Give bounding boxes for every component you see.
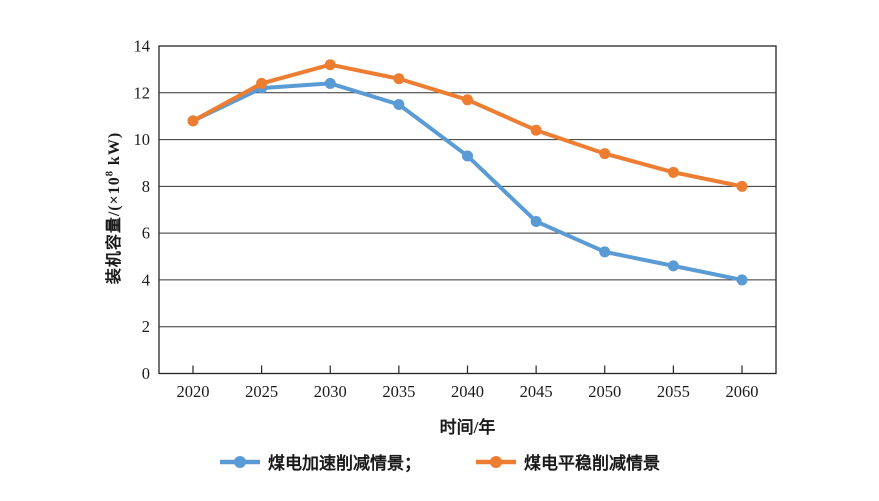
data-point-coal-steady-reduction — [393, 73, 405, 85]
data-point-coal-steady-reduction — [187, 115, 199, 127]
y-tick-label: 8 — [142, 177, 150, 196]
x-tick-label: 2020 — [177, 382, 210, 401]
y-tick-label: 14 — [134, 37, 151, 56]
data-point-coal-steady-reduction — [736, 180, 748, 192]
legend-label: 煤电平稳削减情景 — [524, 454, 660, 473]
y-tick-label: 0 — [142, 364, 150, 383]
data-point-coal-accelerated-reduction — [324, 77, 336, 89]
data-point-coal-steady-reduction — [530, 124, 542, 136]
series-line-coal-steady-reduction — [191, 62, 744, 189]
chart-legend: 煤电加速削减情景； 煤电平稳削减情景 — [0, 449, 879, 474]
legend-marker — [490, 455, 502, 468]
y-tick-label: 10 — [134, 130, 151, 149]
x-tick-label: 2040 — [451, 382, 484, 401]
legend-line-marker-icon — [220, 455, 260, 468]
x-tick-label: 2060 — [726, 382, 759, 401]
y-axis-title-superscript: 8 — [104, 170, 116, 177]
x-tick-label: 2030 — [314, 382, 347, 401]
legend-item-accelerated: 煤电加速削减情景； — [219, 449, 421, 474]
data-point-coal-accelerated-reduction — [462, 150, 473, 162]
data-point-coal-accelerated-reduction — [530, 215, 542, 227]
legend-marker — [234, 455, 246, 468]
x-tick-label: 2045 — [520, 382, 553, 401]
x-tick-label: 2025 — [245, 382, 278, 401]
data-point-coal-steady-reduction — [324, 59, 336, 71]
data-point-coal-steady-reduction — [462, 94, 473, 106]
legend-line-marker-icon — [476, 455, 516, 468]
data-point-coal-steady-reduction — [599, 148, 611, 160]
data-point-coal-steady-reduction — [256, 77, 268, 89]
legend-item-steady: 煤电平稳削减情景 — [475, 449, 660, 474]
x-tick-label: 2050 — [588, 382, 621, 401]
data-point-coal-accelerated-reduction — [667, 260, 679, 272]
data-point-coal-accelerated-reduction — [599, 246, 611, 258]
series-line-coal-accelerated-reduction — [191, 81, 744, 282]
legend-label: 煤电加速削减情景； — [268, 454, 421, 473]
data-point-coal-steady-reduction — [667, 166, 679, 178]
x-tick-label: 2035 — [382, 382, 415, 401]
y-axis-title-text: 装机容量/(×10 — [106, 176, 123, 285]
data-point-coal-accelerated-reduction — [736, 274, 748, 286]
y-axis-title: 装机容量/(×108 kW) — [100, 132, 124, 284]
y-tick-label: 6 — [142, 224, 150, 243]
x-axis-title: 时间/年 — [439, 418, 496, 437]
data-point-coal-accelerated-reduction — [393, 98, 405, 110]
y-tick-label: 4 — [142, 270, 150, 289]
x-tick-label: 2055 — [657, 382, 690, 401]
y-axis-title-unit: kW) — [106, 131, 123, 171]
y-tick-label: 2 — [142, 317, 150, 336]
y-tick-label: 12 — [134, 83, 151, 102]
